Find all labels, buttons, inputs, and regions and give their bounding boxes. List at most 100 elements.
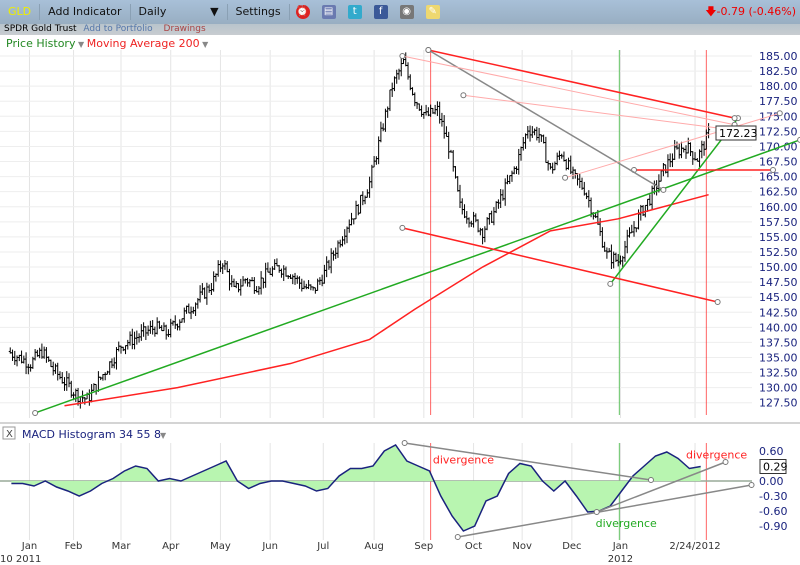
macd-tick-label: -0.60 <box>759 505 787 518</box>
database-icon[interactable]: ▤ <box>321 5 336 19</box>
moving-average-200-line <box>64 193 709 407</box>
trendline[interactable] <box>564 112 780 179</box>
close-icon[interactable]: X <box>6 429 13 440</box>
month-tick-label: Jan <box>612 541 628 552</box>
trendline-handle[interactable] <box>460 92 467 99</box>
month-tick-label: Sep <box>414 541 433 552</box>
legend: Price History ▼ Moving Average 200 ▼ <box>6 37 208 50</box>
add-indicator-button[interactable]: Add Indicator <box>40 4 131 20</box>
trendline-handle[interactable] <box>399 224 406 231</box>
trendline-handle[interactable] <box>647 477 654 483</box>
trendline-handle[interactable] <box>607 280 614 287</box>
macd-histogram-line <box>11 444 701 532</box>
trendline-handle[interactable] <box>748 482 755 488</box>
trendline-handle[interactable] <box>776 110 783 117</box>
macd-tick-label: -0.90 <box>759 520 787 533</box>
month-tick-label: Jun <box>261 541 278 552</box>
trendline[interactable] <box>609 117 739 285</box>
macd-tick-label: 0.00 <box>759 475 784 488</box>
macd-histogram-fill <box>11 445 701 531</box>
price-tick-label: 142.50 <box>759 306 798 319</box>
legend-moving-average[interactable]: Moving Average 200 <box>86 37 200 50</box>
trendline[interactable] <box>427 49 664 191</box>
price-tick-label: 145.00 <box>759 291 798 304</box>
down-arrow-icon: 🡇 <box>705 4 717 18</box>
month-tick-label: Feb <box>65 541 83 552</box>
interval-value: Daily <box>138 5 167 18</box>
price-tick-label: 127.50 <box>759 397 798 410</box>
symbol-label[interactable]: GLD <box>0 4 41 20</box>
chevron-down-icon[interactable]: ▼ <box>75 40 87 49</box>
trendline-handle[interactable] <box>593 509 600 515</box>
note-icon[interactable]: ✎ <box>425 5 440 19</box>
macd-trendline[interactable] <box>596 461 726 513</box>
trendline[interactable] <box>402 227 718 303</box>
price-tick-label: 162.50 <box>759 186 798 199</box>
price-tick-label: 175.00 <box>759 110 798 123</box>
add-to-portfolio-link[interactable]: Add to Portfolio <box>83 24 153 34</box>
trendline-handle[interactable] <box>562 174 569 181</box>
macd-tick-label: -0.30 <box>759 490 787 503</box>
price-tick-label: 185.00 <box>759 50 798 63</box>
price-change: 🡇-0.79 (-0.46%) <box>705 3 796 22</box>
trendline-handle[interactable] <box>722 459 729 465</box>
interval-select[interactable]: Daily ▼ <box>131 4 228 20</box>
close-macd-button[interactable] <box>2 426 16 440</box>
legend-price-history[interactable]: Price History <box>6 37 76 50</box>
trendline[interactable] <box>428 49 735 119</box>
trendline-handle[interactable] <box>797 136 800 143</box>
divergence-annotation: divergence <box>433 454 494 467</box>
macd-trendline[interactable] <box>404 442 652 481</box>
price-tick-label: 157.50 <box>759 216 798 229</box>
trendline-handle[interactable] <box>32 409 39 416</box>
camera-icon[interactable]: ◉ <box>399 5 414 19</box>
security-name: SPDR Gold Trust <box>4 24 77 34</box>
month-tick-label: Jul <box>316 541 329 552</box>
trendline[interactable] <box>463 94 735 131</box>
trendline[interactable] <box>402 55 735 126</box>
price-tick-label: 152.50 <box>759 246 798 259</box>
macd-title: MACD Histogram 34 55 8 <box>22 428 161 441</box>
trendline-handle[interactable] <box>714 299 721 306</box>
trendline-handle[interactable] <box>454 534 461 540</box>
price-tick-label: 135.00 <box>759 352 798 365</box>
month-tick-label: Jan <box>21 541 37 552</box>
last-price-box <box>715 125 757 141</box>
price-tick-label: 140.00 <box>759 321 798 334</box>
alarm-clock-icon[interactable]: ⏰ <box>295 5 310 19</box>
macd-tick-label: 0.60 <box>759 445 784 458</box>
month-tick-label: Oct <box>465 541 482 552</box>
trendline-handle[interactable] <box>399 53 406 59</box>
month-tick-label: Nov <box>512 541 532 552</box>
month-tick-label: Apr <box>162 541 180 552</box>
macd-trendline[interactable] <box>457 484 752 538</box>
chevron-down-icon[interactable]: ▼ <box>160 431 167 440</box>
chevron-down-icon[interactable]: ▼ <box>199 40 209 49</box>
trendline[interactable] <box>34 139 800 414</box>
price-tick-label: 155.00 <box>759 231 798 244</box>
trendline-handle[interactable] <box>731 115 738 122</box>
price-tick-label: 150.00 <box>759 261 798 274</box>
month-tick-label: Aug <box>364 541 384 552</box>
divergence-annotation: divergence <box>596 517 657 530</box>
price-tick-label: 177.50 <box>759 95 798 108</box>
trendline-handle[interactable] <box>660 186 667 193</box>
facebook-icon[interactable]: f <box>373 5 388 19</box>
trendline-handle[interactable] <box>425 46 432 53</box>
trendline-handle[interactable] <box>770 166 777 173</box>
last-macd-label: 0.29 <box>763 461 788 474</box>
year-tick-label: 2012 <box>608 554 633 565</box>
settings-button[interactable]: Settings <box>228 4 290 20</box>
price-tick-label: 180.00 <box>759 80 798 93</box>
last-price-label: 172.23 <box>719 127 758 140</box>
twitter-icon[interactable]: t <box>347 5 362 19</box>
month-tick-label: Mar <box>112 541 132 552</box>
drawings-link[interactable]: Drawings <box>163 24 206 34</box>
trendline-handle[interactable] <box>401 440 408 446</box>
year-tick-label: 10 2011 <box>0 554 41 565</box>
last-macd-box <box>759 459 787 474</box>
price-tick-label: 167.50 <box>759 156 798 169</box>
month-tick-label: 2/24/2012 <box>669 541 720 552</box>
chevron-down-icon: ▼ <box>210 5 219 18</box>
